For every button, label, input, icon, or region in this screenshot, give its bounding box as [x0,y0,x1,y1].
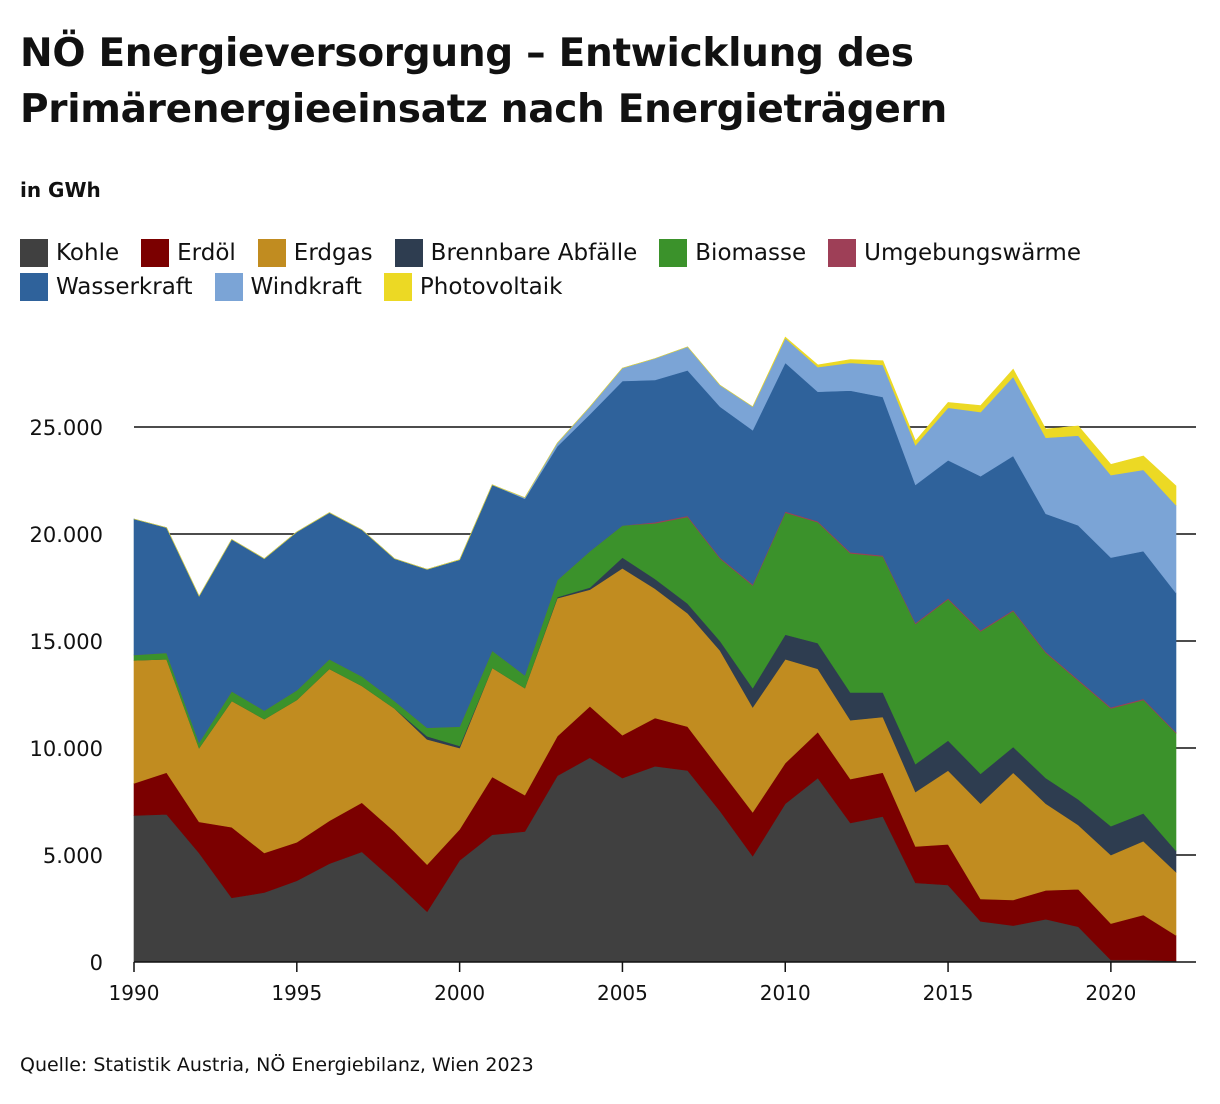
legend-label-windkraft: Windkraft [250,274,362,300]
legend-item-wasserkraft: Wasserkraft [20,273,193,301]
legend-label-kohle: Kohle [56,240,120,266]
legend-item-windkraft: Windkraft [214,273,362,301]
source-note: Quelle: Statistik Austria, NÖ Energiebil… [20,1054,534,1076]
x-tick-label-2005: 2005 [597,981,648,1005]
y-tick-label-10000: 10.000 [30,737,103,761]
legend-swatch-erdoel [141,239,170,267]
legend-swatch-wasserkraft [20,273,48,301]
legend-label-erdoel: Erdöl [177,240,236,266]
legend-label-biomasse: Biomasse [695,240,807,266]
unit-label: in GWh [20,178,101,202]
legend-swatch-biomasse [659,239,688,267]
legend-swatch-photovoltaik [383,273,412,301]
legend-label-photovoltaik: Photovoltaik [419,274,563,300]
legend-item-umgebungswaerme: Umgebungswärme [828,239,1081,267]
legend-item-erdgas: Erdgas [257,239,373,267]
legend-label-umgebungswaerme: Umgebungswärme [864,240,1081,266]
legend-label-wasserkraft: Wasserkraft [56,274,193,300]
y-tick-label-15000: 15.000 [30,630,103,654]
y-tick-label-0: 0 [90,951,103,975]
x-tick-label-2015: 2015 [923,981,974,1005]
x-tick-label-1995: 1995 [271,981,322,1005]
y-tick-label-25000: 25.000 [30,416,103,440]
legend-swatch-brennbare-abfaelle [394,239,423,267]
chart-title: NÖ Energieversorgung – Entwicklung des P… [20,31,947,132]
y-tick-label-20000: 20.000 [30,523,103,547]
legend-item-erdoel: Erdöl [141,239,236,267]
legend-swatch-umgebungswaerme [828,239,857,267]
legend: Kohle Erdöl Erdgas Brennbare Abfälle Bio… [20,236,1200,304]
legend-item-photovoltaik: Photovoltaik [383,273,563,301]
legend-item-kohle: Kohle [20,239,119,267]
area-photovoltaik [133,336,1177,597]
legend-row-1: Kohle Erdöl Erdgas Brennbare Abfälle Bio… [20,236,1200,270]
legend-row-2: Wasserkraft Windkraft Photovoltaik [20,270,1200,304]
legend-label-erdgas: Erdgas [293,240,373,266]
x-tick-label-1990: 1990 [109,981,160,1005]
x-tick-label-2010: 2010 [760,981,811,1005]
legend-item-biomasse: Biomasse [659,239,806,267]
x-tick-label-2020: 2020 [1085,981,1136,1005]
legend-swatch-kohle [20,239,48,267]
legend-swatch-erdgas [257,239,286,267]
x-tick-label-2000: 2000 [434,981,485,1005]
legend-label-brennbare-abfaelle: Brennbare Abfälle [430,240,638,266]
legend-swatch-windkraft [214,273,243,301]
y-tick-label-5000: 5.000 [43,844,103,868]
stacked-area-chart: 0 5.000 10.000 15.000 20.000 25.000 1990 1995 20… [30,336,1196,1005]
legend-item-brennbare-abfaelle: Brennbare Abfälle [394,239,638,267]
